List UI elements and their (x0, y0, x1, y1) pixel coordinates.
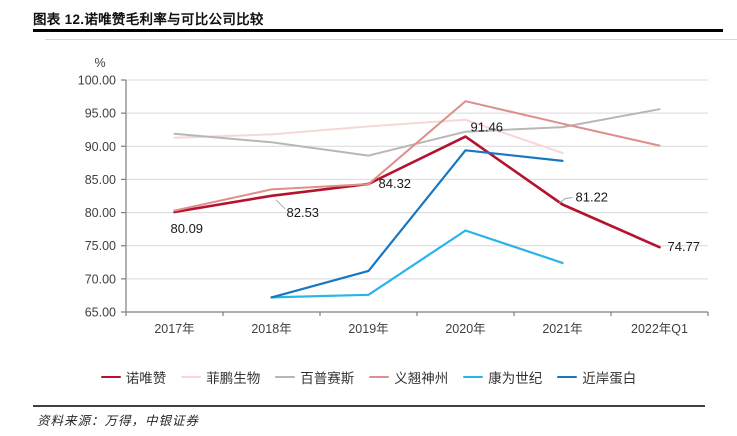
source-note: 资料来源：万得，中银证券 (37, 414, 200, 428)
point-label: 82.53 (287, 205, 320, 220)
y-tick-label: 65.00 (85, 306, 116, 320)
title-rule (33, 29, 723, 32)
x-tick-label: 2020年 (445, 322, 485, 336)
point-label: 84.32 (379, 176, 412, 191)
point-label: 81.22 (576, 189, 609, 204)
legend-label: 百普赛斯 (300, 371, 355, 386)
y-tick-label: 100.00 (78, 74, 116, 88)
x-tick-label: 2022年Q1 (631, 322, 688, 336)
page-title: 图表 12.诺唯赞毛利率与可比公司比较 (33, 12, 264, 27)
legend-swatch (100, 375, 121, 379)
series-line-4 (270, 229, 564, 299)
legend-item-4: 康为世纪 (463, 367, 542, 387)
y-axis-unit-label: % (94, 56, 105, 70)
legend-swatch (181, 375, 202, 379)
series-line-5 (270, 149, 564, 299)
title-sub-rule (45, 39, 737, 40)
legend-item-5: 近岸蛋白 (557, 367, 636, 387)
legend-label: 近岸蛋白 (582, 371, 637, 386)
point-label: 74.77 (668, 239, 701, 254)
legend-swatch (463, 375, 484, 379)
y-tick-label: 70.00 (85, 272, 116, 286)
x-tick-label: 2019年 (348, 322, 388, 336)
y-tick-label: 75.00 (85, 239, 116, 253)
legend-item-2: 百普赛斯 (275, 367, 354, 387)
legend-swatch (557, 375, 578, 379)
legend-label: 康为世纪 (488, 371, 543, 386)
legend-label: 诺唯赞 (125, 371, 167, 386)
chart-legend: 诺唯赞 菲鹏生物 百普赛斯 义翘神州 康为世纪 近岸蛋白 (0, 364, 737, 390)
y-tick-label: 85.00 (85, 173, 116, 187)
x-tick-label: 2017年 (154, 322, 194, 336)
gross-margin-line-chart: 65.00 70.00 75.00 80.00 85.00 90.00 95.00 100.0… (78, 56, 709, 336)
legend-item-3: 义翘神州 (369, 367, 448, 387)
y-tick-label: 80.00 (85, 206, 116, 220)
series-line-3 (173, 100, 661, 212)
series-line-0 (173, 135, 661, 249)
point-label: 80.09 (171, 221, 204, 236)
x-tick-label: 2021年 (542, 322, 582, 336)
legend-item-1: 菲鹏生物 (181, 367, 260, 387)
legend-swatch (275, 375, 296, 379)
legend-label: 菲鹏生物 (206, 371, 261, 386)
label-leader-line (275, 199, 286, 210)
label-leader-line (558, 196, 573, 204)
y-tick-label: 95.00 (85, 107, 116, 121)
legend-swatch (369, 375, 390, 379)
y-tick-label: 90.00 (85, 140, 116, 154)
point-label: 91.46 (471, 120, 504, 135)
x-tick-label: 2018年 (251, 322, 291, 336)
footer-rule (33, 405, 705, 407)
legend-item-0: 诺唯赞 (100, 367, 167, 387)
series-line-2 (173, 108, 661, 157)
series-line-1 (173, 118, 564, 154)
legend-label: 义翘神州 (394, 371, 449, 386)
